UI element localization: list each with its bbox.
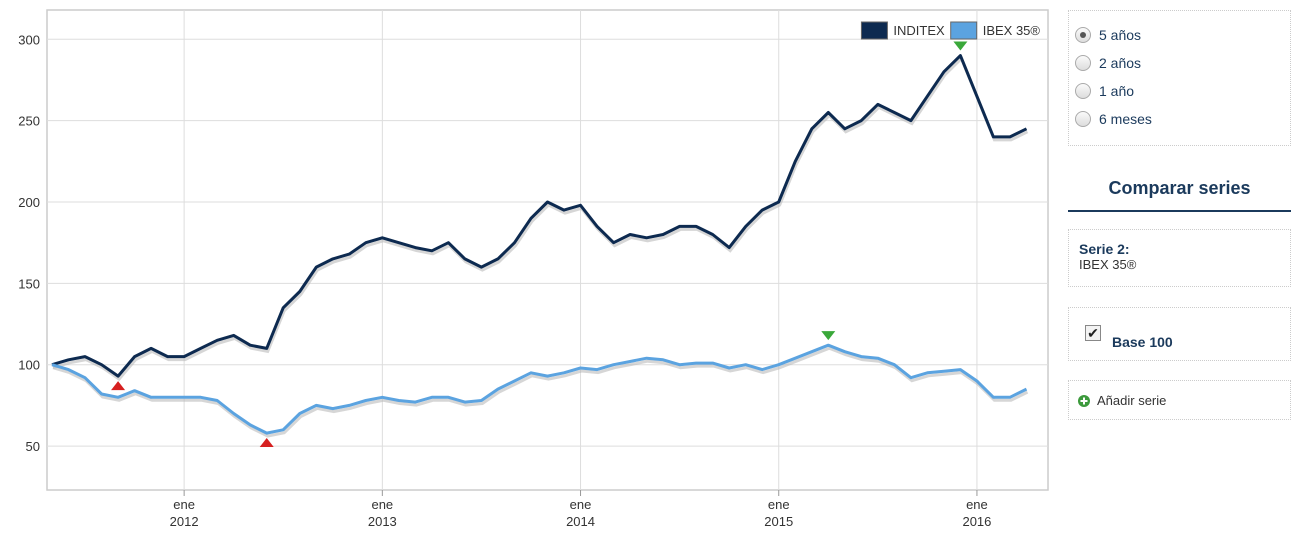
- period-label: 5 años: [1099, 27, 1142, 43]
- radio-button[interactable]: [1075, 27, 1091, 43]
- radio-button[interactable]: [1075, 111, 1091, 127]
- chart: 50 100 150 200 250 300 ene 2012 ene 2013 ene 2014 en…: [18, 9, 1049, 529]
- y-tick-label: 200: [18, 195, 40, 210]
- y-tick-label: 250: [18, 114, 40, 129]
- min-marker: [111, 381, 126, 391]
- period-option[interactable]: 5 años: [1075, 25, 1141, 45]
- x-tick-label: ene: [768, 497, 790, 512]
- radio-button[interactable]: [1075, 55, 1091, 71]
- add-series-box[interactable]: Añadir serie: [1068, 380, 1291, 420]
- x-tick-label: ene: [966, 497, 988, 512]
- x-tick-label: 2012: [170, 514, 199, 529]
- max-marker: [953, 41, 968, 51]
- add-icon: [1078, 395, 1090, 407]
- legend-label: IBEX 35®: [983, 23, 1041, 38]
- period-label: 1 año: [1099, 83, 1135, 99]
- period-label: 2 años: [1099, 55, 1142, 71]
- side-panel: 5 años 2 años 1 año 6 meses Comparar series…: [1068, 0, 1291, 541]
- x-tick-label: ene: [371, 497, 393, 512]
- series-shadow: [52, 55, 1029, 382]
- period-label: 6 meses: [1099, 111, 1152, 127]
- x-tick-label: 2013: [368, 514, 397, 529]
- series-line: [51, 54, 1028, 378]
- plot-frame: [46, 9, 1049, 491]
- y-tick-label: 100: [18, 358, 40, 373]
- legend-label: INDITEX: [893, 23, 945, 38]
- x-tick-label: ene: [173, 497, 195, 512]
- y-tick-label: 300: [18, 32, 40, 47]
- max-marker: [821, 331, 836, 341]
- min-marker: [259, 438, 274, 448]
- period-box: 5 años 2 años 1 año 6 meses: [1068, 10, 1291, 146]
- series-line: [51, 343, 1028, 435]
- serie2-box: Serie 2: IBEX 35®: [1068, 229, 1291, 287]
- period-option[interactable]: 1 año: [1075, 81, 1134, 101]
- x-tick-label: 2016: [962, 514, 991, 529]
- series-shadow: [52, 346, 1029, 438]
- serie2-value: IBEX 35®: [1079, 257, 1137, 272]
- period-option[interactable]: 6 meses: [1075, 109, 1152, 129]
- x-tick-label: ene: [570, 497, 592, 512]
- base100-label: Base 100: [1112, 334, 1173, 350]
- y-tick-label: 50: [26, 439, 40, 454]
- y-tick-label: 150: [18, 276, 40, 291]
- add-series-label: Añadir serie: [1097, 393, 1167, 408]
- compare-button[interactable]: Comparar series: [1068, 166, 1291, 212]
- period-option[interactable]: 2 años: [1075, 53, 1141, 73]
- x-tick-label: 2014: [566, 514, 595, 529]
- base100-checkbox[interactable]: ✔: [1085, 325, 1101, 341]
- legend-swatch: [950, 21, 978, 40]
- base100-box: ✔ Base 100: [1068, 307, 1291, 361]
- radio-button[interactable]: [1075, 83, 1091, 99]
- serie2-label: Serie 2:: [1079, 241, 1130, 257]
- legend-swatch: [860, 21, 888, 40]
- x-tick-label: 2015: [764, 514, 793, 529]
